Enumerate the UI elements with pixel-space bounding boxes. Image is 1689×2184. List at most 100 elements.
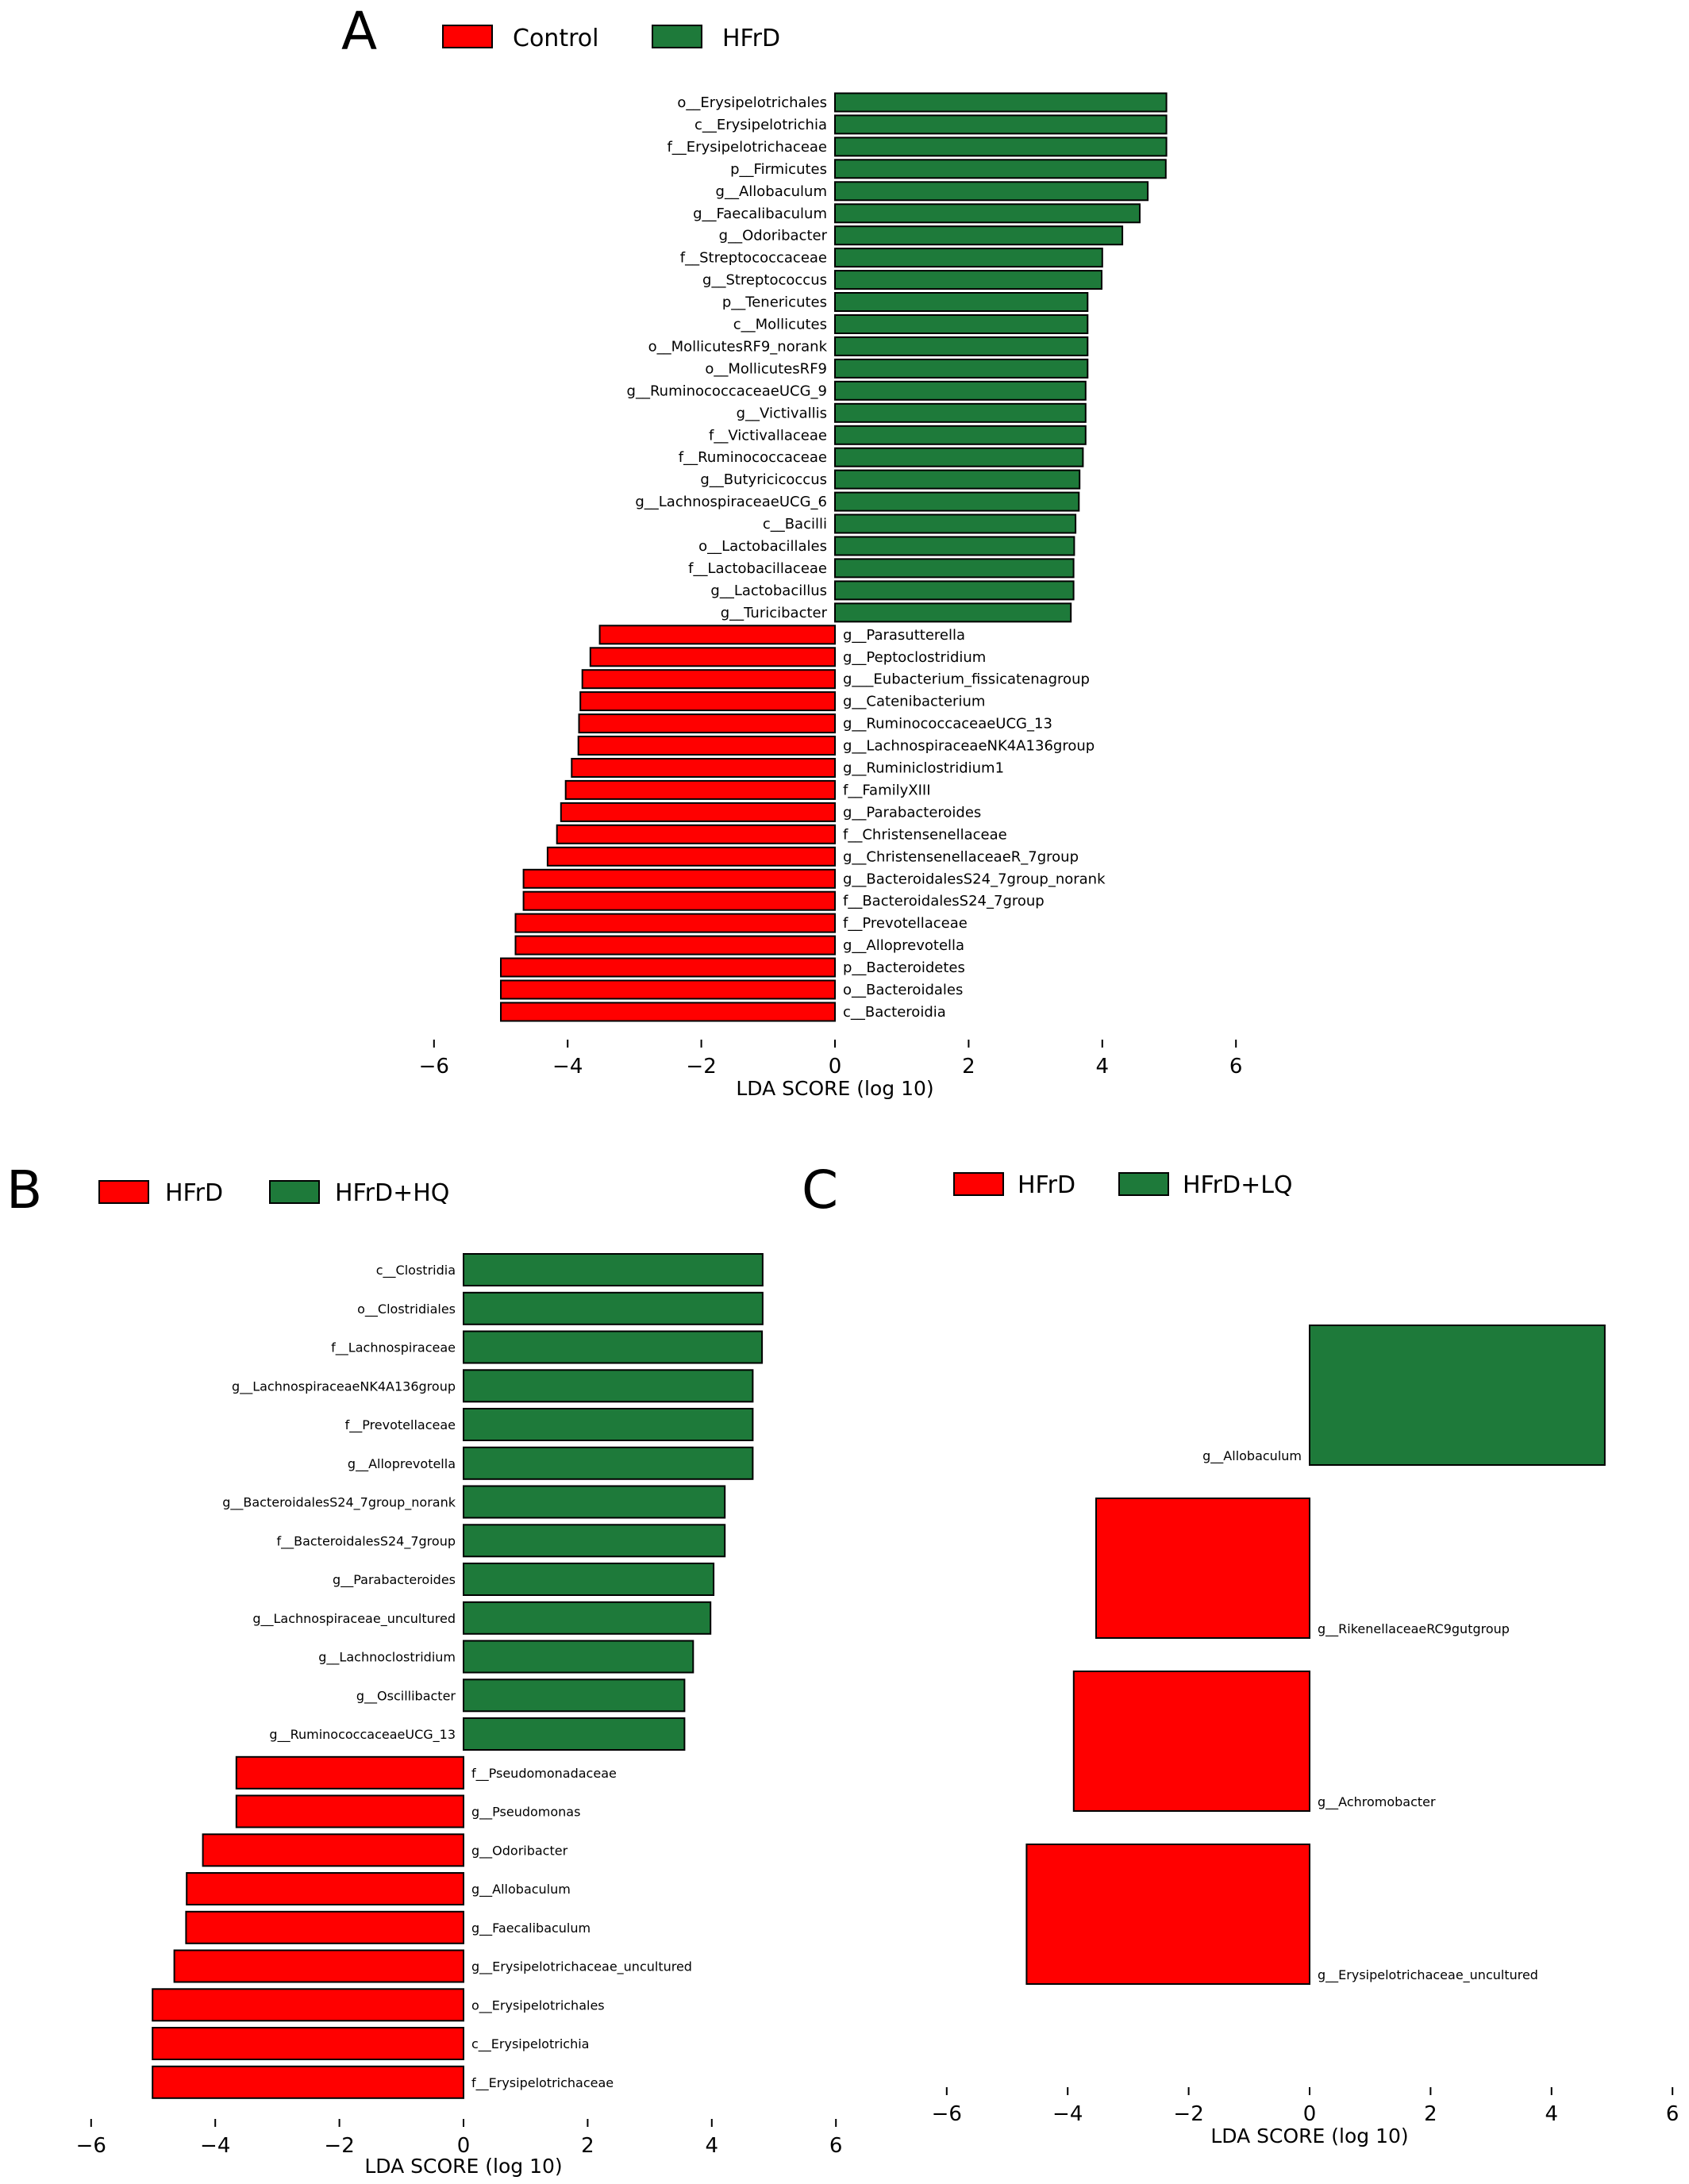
bar-g__Erysipelotrichaceae_uncultured [173,1949,464,1983]
bar-g__Ruminiclostridium1 [571,758,836,778]
bar-f__Pseudomonadaceae [235,1755,464,1790]
bar-g__Turicibacter [834,602,1072,623]
bar-o__Erysipelotrichales [152,1988,464,2022]
bar-g__Lachnoclostridium [463,1640,694,1674]
bar-label-g__Oscillibacter: g__Oscillibacter [356,1688,456,1704]
panel-c-x-axis: −6 −4 −2 0 2 4 6 [932,2087,1679,2126]
bar-label-g__Erysipelotrichaceae_uncultured: g__Erysipelotrichaceae_uncultured [1318,1967,1538,1983]
bar-label-c__Clostridia: c__Clostridia [376,1263,456,1278]
bar-label-f__Erysipelotrichaceae: f__Erysipelotrichaceae [471,2075,614,2091]
bar-c__Mollicutes [834,314,1089,334]
x-tick-label--4: −4 [1052,2102,1083,2126]
bar-o__Clostridiales [463,1291,764,1325]
bar-label-g__Allobaculum: g__Allobaculum [716,183,827,200]
panel-a-legend: Control HFrD [442,25,780,52]
bar-g__Odoribacter [202,1833,464,1867]
panel-b-bars: c__Clostridia o__Clostridiales f__Lachnosp… [152,1253,764,2099]
x-tick-label--6: −6 [419,1055,449,1079]
bar-label-g__Lachnoclostridium: g__Lachnoclostridium [318,1650,456,1666]
bar-label-p__Firmicutes: p__Firmicutes [730,161,827,178]
bar-o__Erysipelotrichales [834,92,1168,113]
bar-f__Streptococcaceae [834,248,1103,268]
x-tick-label--2: −2 [1173,2102,1203,2126]
bar-label-g___Eubacterium_fissicatenagroup: g___Eubacterium_fissicatenagroup [843,671,1090,688]
bar-g__ChristensenellaceaeR_7group [546,846,837,867]
bar-f__Erysipelotrichaceae [834,136,1168,157]
bar-label-p__Tenericutes: p__Tenericutes [722,294,827,311]
bar-label-f__Victivallaceae: f__Victivallaceae [709,427,827,444]
bar-label-g__LachnospiraceaeUCG_6: g__LachnospiraceaeUCG_6 [635,494,827,510]
legend-swatch-hfrd [953,1172,1004,1196]
bar-label-g__LachnospiraceaeNK4A136group: g__LachnospiraceaeNK4A136group [843,738,1095,755]
panel-b-letter: B [6,1159,42,1221]
bar-c__Bacteroidia [500,1002,836,1022]
bar-g__Lachnospiraceae_uncultured [463,1601,712,1635]
bar-label-f__Lactobacillaceae: f__Lactobacillaceae [688,560,827,577]
bar-label-o__Bacteroidales: o__Bacteroidales [843,982,963,998]
bar-label-g__Butyricicoccus: g__Butyricicoccus [700,471,827,488]
bar-label-f__Lachnospiraceae: f__Lachnospiraceae [331,1340,456,1356]
bar-g__Allobaculum [186,1872,464,1905]
panel-b-legend: HFrD HFrD+HQ [98,1179,449,1207]
x-tick-label--2: −2 [686,1055,716,1079]
panel-a: A Control HFrD o__Erysipelotrichales c__E… [341,1,1242,1100]
bar-label-g__Peptoclostridium: g__Peptoclostridium [843,649,986,666]
bar-c__Bacilli [834,513,1077,534]
bar-g__Streptococcus [834,270,1102,290]
panel-c-x-axis-title: LDA SCORE (log 10) [1210,2124,1408,2147]
x-tick-label-6: 6 [1666,2102,1679,2126]
bar-g__Victivallis [834,402,1087,423]
bar-g__Alloprevotella [514,935,836,956]
bar-c__Erysipelotrichia [834,114,1168,135]
x-tick-label--4: −4 [200,2134,230,2158]
bar-label-g__RuminococcaceaeUCG_9: g__RuminococcaceaeUCG_9 [627,383,827,399]
bar-label-g__Parabacteroides: g__Parabacteroides [333,1572,456,1588]
bar-label-g__Pseudomonas: g__Pseudomonas [471,1805,580,1821]
bar-label-f__BacteroidalesS24_7group: f__BacteroidalesS24_7group [843,893,1045,909]
bar-g__BacteroidalesS24_7group_norank [522,868,836,889]
bar-c__Erysipelotrichia [152,2027,464,2060]
bar-label-g__Allobaculum: g__Allobaculum [1202,1448,1302,1464]
bar-label-c__Erysipelotrichia: c__Erysipelotrichia [471,2036,589,2052]
bar-g__Allobaculum [834,181,1149,202]
bar-label-f__BacteroidalesS24_7group: f__BacteroidalesS24_7group [276,1533,456,1549]
panel-c-bars: g__Allobaculum g__RikenellaceaeRC9gutgrou… [1025,1325,1606,1985]
x-tick-label-2: 2 [962,1055,975,1079]
bar-g__LachnospiraceaeUCG_6 [834,491,1080,512]
bar-label-g__Odoribacter: g__Odoribacter [719,228,828,244]
legend-swatch-control [442,25,493,48]
x-tick-label-0: 0 [457,2134,471,2158]
bar-label-c__Mollicutes: c__Mollicutes [733,317,827,333]
bar-label-o__Lactobacillales: o__Lactobacillales [698,538,827,555]
bar-label-p__Bacteroidetes: p__Bacteroidetes [843,959,965,976]
bar-label-o__Erysipelotrichales: o__Erysipelotrichales [471,1998,605,2013]
bar-label-f__Erysipelotrichaceae: f__Erysipelotrichaceae [667,139,827,156]
bar-g__LachnospiraceaeNK4A136group [463,1369,754,1403]
panel-b-x-axis-title: LDA SCORE (log 10) [364,2155,562,2178]
bar-g__Pseudomonas [235,1794,464,1828]
bar-f__Prevotellaceae [463,1408,754,1441]
panel-a-letter: A [341,1,377,62]
bar-label-g__Streptococcus: g__Streptococcus [702,272,827,289]
bar-g__Achromobacter [1072,1671,1311,1812]
bar-label-g__Faecalibaculum: g__Faecalibaculum [471,1921,591,1936]
bar-label-g__Achromobacter: g__Achromobacter [1318,1794,1436,1810]
bar-o__MollicutesRF9 [834,358,1089,379]
bar-f__Christensenellaceae [556,824,836,844]
panel-a-x-axis-title: LDA SCORE (log 10) [736,1077,933,1100]
legend-label-hfrd: HFrD [722,25,780,52]
x-tick-label--6: −6 [76,2134,106,2158]
x-tick-label-4: 4 [1096,1055,1110,1079]
bar-p__Bacteroidetes [500,957,836,978]
bar-label-g__Turicibacter: g__Turicibacter [721,605,828,621]
bar-g__Lactobacillus [834,580,1075,601]
bar-label-f__Prevotellaceae: f__Prevotellaceae [345,1417,456,1433]
legend-swatch-hfrd-hq [269,1180,320,1204]
bar-label-g__Parabacteroides: g__Parabacteroides [843,804,981,821]
x-tick-label-2: 2 [1424,2102,1437,2126]
bar-g__RuminococcaceaeUCG_9 [834,380,1087,401]
x-tick-label-6: 6 [829,2134,843,2158]
bar-g__Parasutterella [598,625,836,645]
bar-g__Alloprevotella [463,1446,754,1480]
x-tick-label--6: −6 [932,2102,962,2126]
